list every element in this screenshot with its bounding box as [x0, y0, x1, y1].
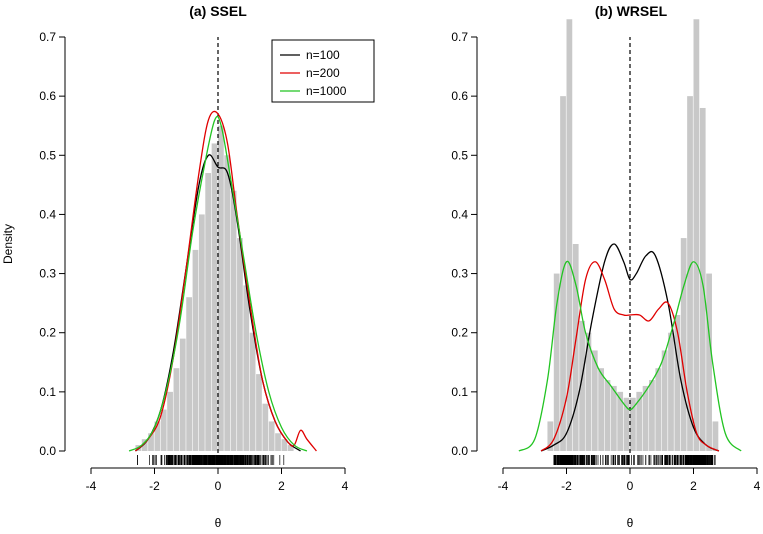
histogram-bar — [192, 249, 199, 451]
y-tick-label: 0.6 — [451, 89, 468, 103]
x-tick-label: -2 — [149, 479, 160, 493]
histogram-bar — [173, 368, 180, 451]
chart-title: (b) WRSEL — [595, 3, 668, 19]
histogram-bar — [687, 96, 693, 452]
x-axis-label: θ — [627, 516, 634, 530]
histogram-bar — [649, 380, 655, 451]
histogram-bar — [154, 421, 161, 451]
histogram-bar — [205, 173, 212, 451]
histogram-bar — [699, 107, 706, 451]
x-axis-label: θ — [215, 516, 222, 530]
legend-label: n=100 — [306, 48, 340, 62]
histogram-bar — [661, 350, 668, 451]
histogram-bar — [211, 143, 218, 451]
histogram-bar — [186, 297, 192, 451]
histogram-bar — [655, 368, 662, 451]
y-tick-label: 0.0 — [451, 444, 468, 458]
histogram-bar — [160, 409, 167, 451]
histogram-bar — [572, 244, 579, 451]
histogram-bar — [693, 19, 700, 452]
y-tick-label: 0.4 — [39, 207, 56, 221]
histogram-bar — [604, 380, 611, 451]
y-tick-label: 0.4 — [451, 207, 468, 221]
histogram-bar — [674, 314, 681, 451]
histogram-bar — [287, 445, 294, 451]
histogram-bar — [281, 439, 288, 451]
histogram-bar — [547, 421, 554, 451]
histogram-bar — [249, 332, 256, 451]
histogram-bar — [148, 433, 154, 451]
histogram-bar — [591, 350, 598, 451]
histogram-bar — [642, 385, 649, 451]
histogram-bar — [179, 338, 186, 451]
histogram-bar — [585, 332, 592, 451]
histogram-bar — [566, 19, 573, 452]
y-tick-label: 0.7 — [39, 30, 56, 44]
histogram-bar — [262, 403, 269, 451]
histogram-bar — [167, 391, 173, 451]
histogram-bar — [706, 273, 712, 451]
histogram-bar — [680, 238, 687, 451]
y-tick-label: 0.1 — [451, 385, 468, 399]
x-tick-label: -4 — [498, 479, 509, 493]
histogram-bar — [218, 125, 224, 451]
legend-label: n=200 — [306, 66, 340, 80]
legend-box — [271, 39, 375, 103]
histogram-bar — [275, 433, 281, 451]
y-tick-label: 0.2 — [39, 326, 56, 340]
x-tick-label: 4 — [342, 479, 349, 493]
histogram-bar — [630, 397, 636, 451]
y-axis-label: Density — [1, 224, 15, 264]
x-tick-label: -2 — [561, 479, 572, 493]
panel-ssel: (a) SSEL -4 -2 0 2 4 θ 0.0 0.1 0.2 0.3 0.4 0.5 0.6 0.7… — [1, 3, 375, 530]
density-curve-n=1000 — [518, 260, 742, 452]
density-curve-n=1000 — [128, 115, 308, 452]
histogram-bar — [230, 190, 237, 451]
histogram-bar — [636, 391, 643, 451]
density-curve-n=200 — [540, 261, 720, 452]
histogram-bar — [268, 421, 275, 451]
histogram-bar — [598, 368, 604, 451]
panel-wrsel: (b) WRSEL -4 -2 0 2 4 θ 0.0 0.1 0.2 0.3 0.4 0.5 0.6 0.… — [451, 3, 760, 530]
x-tick-label: 2 — [278, 479, 285, 493]
histogram-bar — [243, 285, 250, 451]
y-tick-label: 0.7 — [451, 30, 468, 44]
y-tick-label: 0.2 — [451, 326, 468, 340]
x-tick-label: 0 — [627, 479, 634, 493]
histogram-bar — [553, 273, 560, 451]
y-tick-label: 0.6 — [39, 89, 56, 103]
histogram-bar — [617, 391, 624, 451]
histogram-bar — [623, 397, 630, 451]
histogram-bar — [237, 238, 243, 451]
histogram-bar — [579, 320, 585, 451]
legend-label: n=1000 — [306, 84, 347, 98]
histogram-bar — [224, 155, 231, 452]
y-tick-label: 0.0 — [39, 444, 56, 458]
x-tick-label: -4 — [86, 479, 97, 493]
histogram-bar — [198, 214, 205, 451]
histogram-bar — [610, 385, 617, 451]
y-tick-label: 0.1 — [39, 385, 56, 399]
x-tick-label: 0 — [215, 479, 222, 493]
x-tick-label: 2 — [690, 479, 697, 493]
chart-title: (a) SSEL — [189, 3, 247, 19]
histogram-bar — [141, 439, 148, 451]
density-curve-n=100 — [540, 243, 720, 452]
histogram-bar — [668, 332, 674, 451]
histogram-bar — [712, 421, 719, 451]
y-tick-label: 0.5 — [451, 148, 468, 162]
y-tick-label: 0.3 — [39, 267, 56, 281]
y-tick-label: 0.3 — [451, 267, 468, 281]
x-tick-label: 4 — [754, 479, 761, 493]
histogram-bar — [256, 374, 262, 451]
y-tick-label: 0.5 — [39, 148, 56, 162]
